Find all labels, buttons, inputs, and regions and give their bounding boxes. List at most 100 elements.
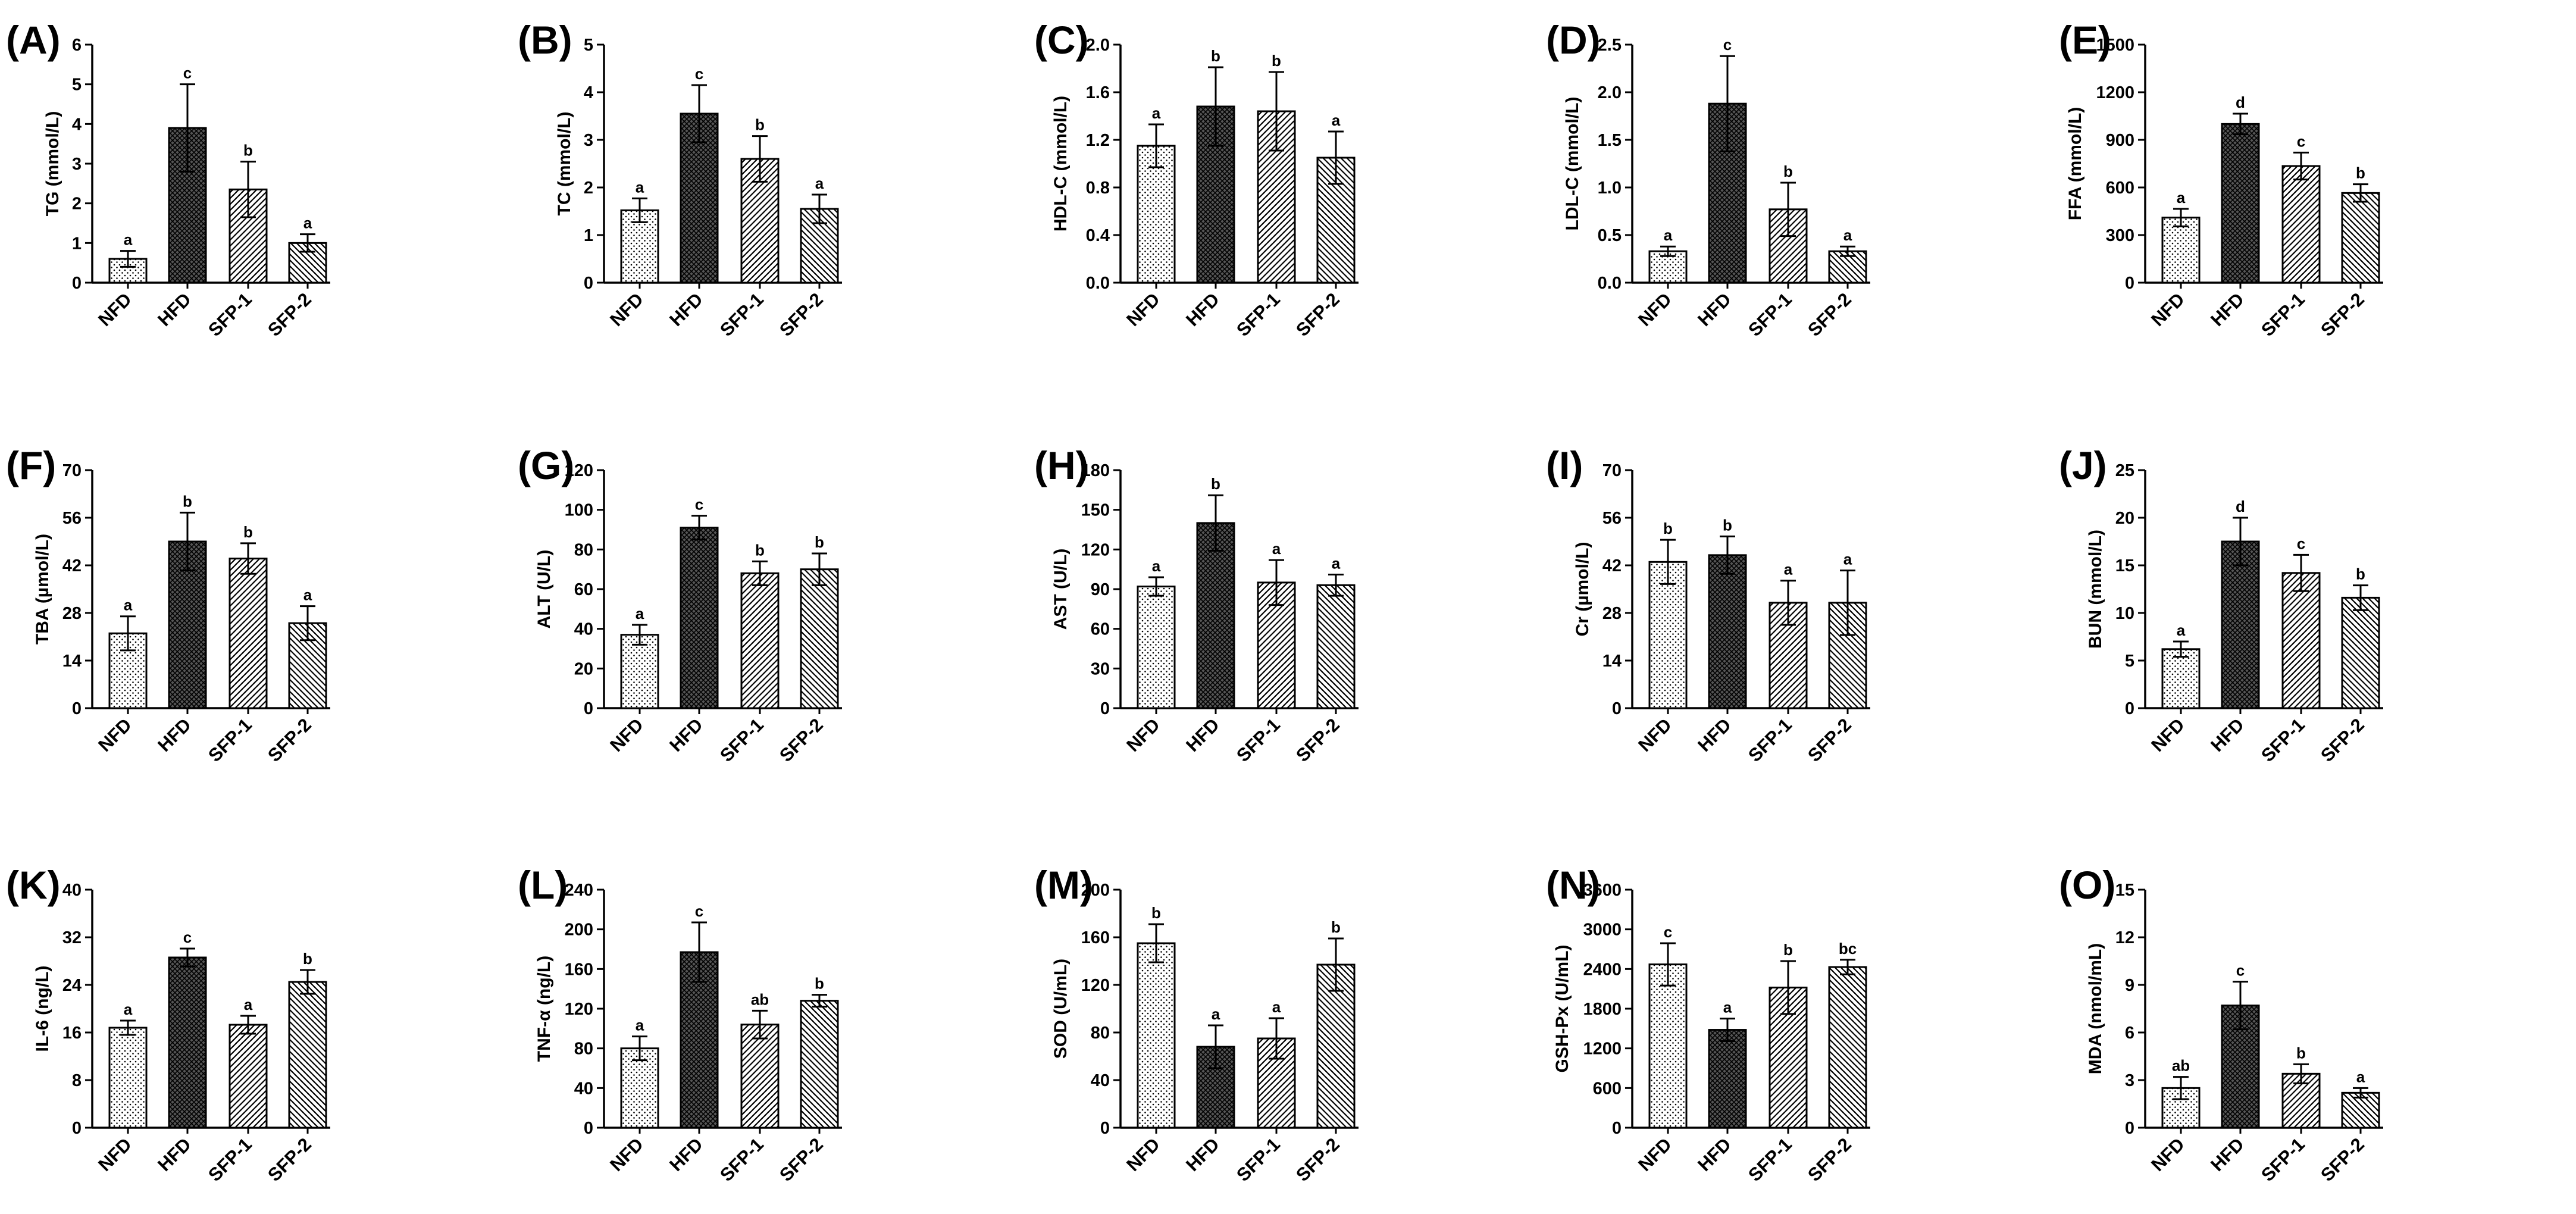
y-tick-label: 32 [62,928,82,947]
significance-label: a [1332,555,1341,572]
significance-label: a [1152,104,1161,122]
panel-O: (O) 0 3 6 9 12 15 MDA (nmol/mL) ab NFD c HFD b SFP-1 a… [2059,857,2571,1214]
category-label: SFP-2 [1804,714,1855,766]
error-bar [240,161,256,218]
significance-label: c [2297,132,2305,150]
bar-sfp-2 [1828,966,1867,1129]
category-label: NFD [94,1134,136,1175]
panel-K: (K) 0 8 16 24 32 40 IL-6 (ng/L) a NFD c HFD a SFP-1 b S… [6,857,518,1214]
error-bar [2233,981,2248,1031]
significance-label: a [1664,226,1673,244]
y-axis-label: HDL-C (mmol/L) [1051,96,1071,231]
y-tick-label: 120 [565,1000,593,1019]
panel-label: (E) [2059,18,2111,62]
error-bar [632,624,647,646]
category-label: HFD [2206,289,2248,330]
significance-label: b [1272,52,1281,70]
error-bar [1840,570,1855,636]
y-tick-label: 0.4 [1086,226,1110,245]
category-label: SFP-2 [1804,289,1855,340]
y-tick-label: 0 [584,699,593,718]
y-tick-label: 0 [584,1119,593,1138]
panel-label: (O) [2059,863,2116,907]
significance-label: b [1211,475,1220,493]
error-bar [2353,1087,2368,1099]
panel-H: (H) 0 30 60 90 120 150 180 AST (U/L) a NFD b HFD a SFP… [1034,437,1546,794]
y-tick-label: 1.0 [1598,179,1622,198]
significance-label: a [1332,111,1341,129]
category-label: HFD [154,289,195,330]
significance-label: c [695,496,703,514]
significance-label: a [815,174,824,192]
category-label: HFD [665,714,707,756]
category-label: SFP-2 [1804,1134,1855,1185]
y-tick-label: 5 [72,76,82,95]
significance-label: c [2236,962,2245,980]
y-tick-label: 0.5 [1598,226,1622,245]
significance-label: a [244,996,253,1013]
error-bar [300,605,315,642]
y-tick-label: 0 [72,699,82,718]
y-tick-label: 1.2 [1086,131,1110,150]
significance-label: a [1272,998,1281,1016]
panel-E: (E) 0 300 600 900 1200 1500 FFA (mmol/L) a NFD d HF… [2059,12,2571,369]
significance-label: a [303,214,312,232]
y-tick-label: 4 [584,83,593,102]
significance-label: b [303,950,312,968]
y-tick-label: 0 [2125,699,2134,718]
error-bar [1660,942,1676,987]
category-label: SFP-1 [2257,714,2309,766]
significance-label: a [124,231,133,249]
y-axis-label: GSH-Px (U/mL) [1553,944,1572,1072]
y-tick-label: 25 [2115,461,2134,480]
bar-hfd [680,527,719,709]
error-bar [1148,123,1164,168]
y-tick-label: 40 [62,881,82,900]
panel-label: (I) [1546,443,1583,487]
error-bar [752,1009,768,1040]
error-bar [632,1035,647,1062]
y-tick-label: 28 [1602,604,1622,623]
error-bar [2233,112,2248,136]
y-tick-label: 14 [62,652,82,671]
y-tick-label: 42 [1602,556,1622,575]
bar-nfd [1137,942,1176,1129]
panel-label: (M) [1034,863,1093,907]
significance-label: a [2177,621,2186,639]
category-label: NFD [1634,1134,1676,1175]
significance-label: b [2356,164,2365,182]
panel-B: (B) 0 1 2 3 4 5 TC (mmol/L) a NFD c HFD b SFP-1 a SFP-2 [518,12,1029,369]
y-tick-label: 1200 [2096,83,2134,102]
y-tick-label: 0 [2125,274,2134,293]
bar-nfd [620,1047,659,1129]
y-tick-label: 120 [1081,540,1110,559]
significance-label: b [243,523,253,541]
bar-sfp-1 [229,558,268,709]
y-axis-label: TC (mmol/L) [555,112,574,216]
y-tick-label: 200 [1081,881,1110,900]
error-bar [1148,923,1164,963]
panel-label: (C) [1034,18,1089,62]
category-label: NFD [1634,714,1676,756]
panel-label: (A) [6,18,61,62]
category-label: SFP-2 [2317,714,2368,766]
significance-label: c [183,64,192,82]
error-bar [1780,960,1796,1015]
panel-I: (I) 0 14 28 42 56 70 Cr (µmol/L) b NFD b HFD a SFP-1 a… [1546,437,2058,794]
error-bar [812,552,827,586]
y-tick-label: 0.0 [1598,274,1622,293]
category-label: NFD [1122,1134,1164,1175]
error-bar [2173,640,2189,658]
category-label: HFD [1182,714,1223,756]
panel-C: (C) 0.0 0.4 0.8 1.2 1.6 2.0 HDL-C (mmol/L) a NFD b… [1034,12,1546,369]
panel-label: (J) [2059,443,2107,487]
category-label: SFP-1 [1744,289,1796,340]
error-bar [1840,959,1855,975]
y-tick-label: 2.0 [1086,36,1110,55]
significance-label: ab [2172,1057,2190,1075]
panel-label: (G) [518,443,575,487]
y-tick-label: 100 [565,501,593,520]
significance-label: ab [751,990,769,1008]
y-tick-label: 200 [565,921,593,940]
bar-sfp-2 [2341,192,2380,284]
